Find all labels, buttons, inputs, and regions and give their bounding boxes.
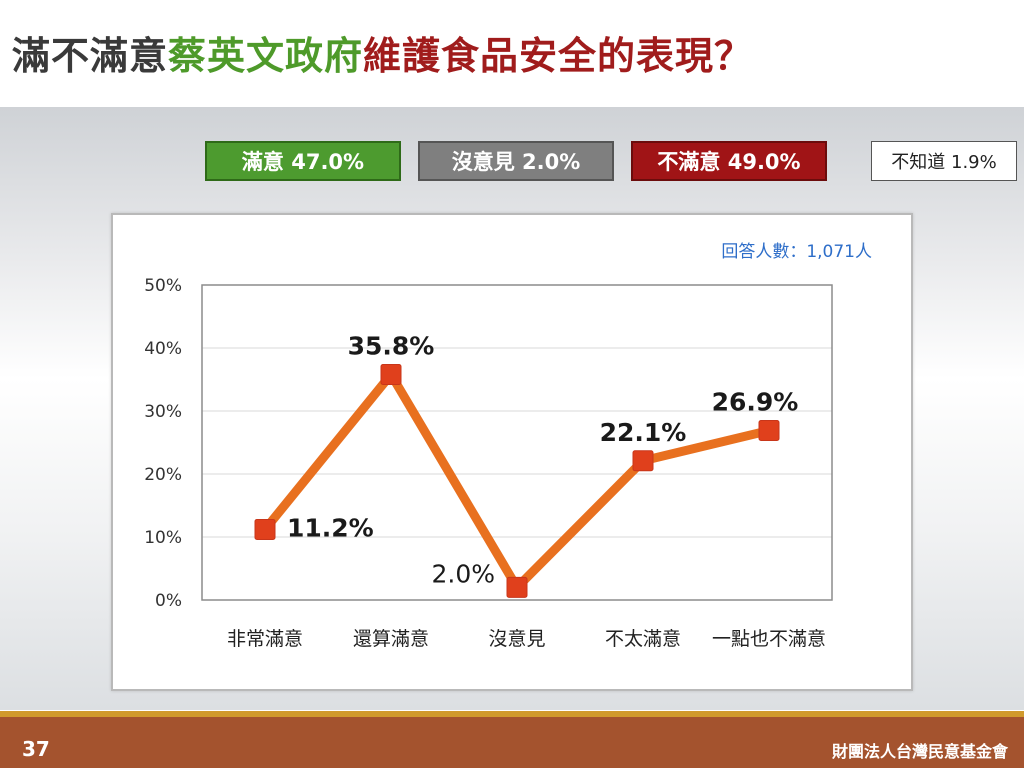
- x-tick-label: 沒意見: [488, 628, 545, 650]
- footer-bar: 37 財團法人台灣民意基金會: [0, 711, 1024, 768]
- data-point-marker: [506, 576, 528, 598]
- y-tick-label: 30%: [144, 402, 182, 422]
- y-tick-label: 0%: [155, 591, 182, 611]
- data-label: 11.2%: [287, 513, 374, 542]
- summary-dissatisfied: 不滿意 49.0%: [631, 141, 827, 181]
- plot-area-border: [201, 284, 833, 601]
- data-point-marker: [254, 518, 276, 540]
- summary-dont-know: 不知道 1.9%: [871, 141, 1017, 181]
- summary-satisfied: 滿意 47.0%: [205, 141, 401, 181]
- y-tick-label: 40%: [144, 339, 182, 359]
- data-point-marker: [380, 363, 402, 385]
- line-chart: 0% 10% 20% 30% 40% 50% 非常滿意 還算滿意 沒意見 不太滿意 一點也不滿意 11…: [144, 242, 872, 650]
- title-part-1: 滿不滿意: [12, 34, 169, 78]
- x-tick-label: 還算滿意: [353, 628, 429, 650]
- data-label: 26.9%: [712, 388, 799, 417]
- y-tick-label: 10%: [144, 528, 182, 548]
- organization-name: 財團法人台灣民意基金會: [831, 742, 1008, 761]
- y-tick-label: 20%: [144, 465, 182, 485]
- summary-no-opinion: 沒意見 2.0%: [418, 141, 614, 181]
- page-number: 37: [22, 737, 50, 761]
- title-part-2: 蔡英文政府: [168, 34, 364, 78]
- data-label: 22.1%: [600, 418, 687, 447]
- page-title: 滿不滿意蔡英文政府維護食品安全的表現？: [12, 26, 753, 86]
- title-part-3: 維護食品安全的表現？: [363, 34, 754, 78]
- x-tick-label: 不太滿意: [605, 628, 681, 650]
- data-label: 35.8%: [348, 331, 435, 360]
- data-point-marker: [632, 450, 654, 472]
- chart-frame: 0% 10% 20% 30% 40% 50% 非常滿意 還算滿意 沒意見 不太滿意 一點也不滿意 11…: [111, 213, 913, 691]
- series-line: [261, 369, 771, 592]
- data-point-marker: [758, 420, 780, 442]
- x-tick-label: 一點也不滿意: [712, 628, 826, 650]
- data-label: 2.0%: [431, 559, 495, 588]
- y-tick-label: 50%: [144, 276, 182, 296]
- x-tick-label: 非常滿意: [227, 628, 303, 650]
- respondent-count: 回答人數：1,071人: [721, 242, 872, 262]
